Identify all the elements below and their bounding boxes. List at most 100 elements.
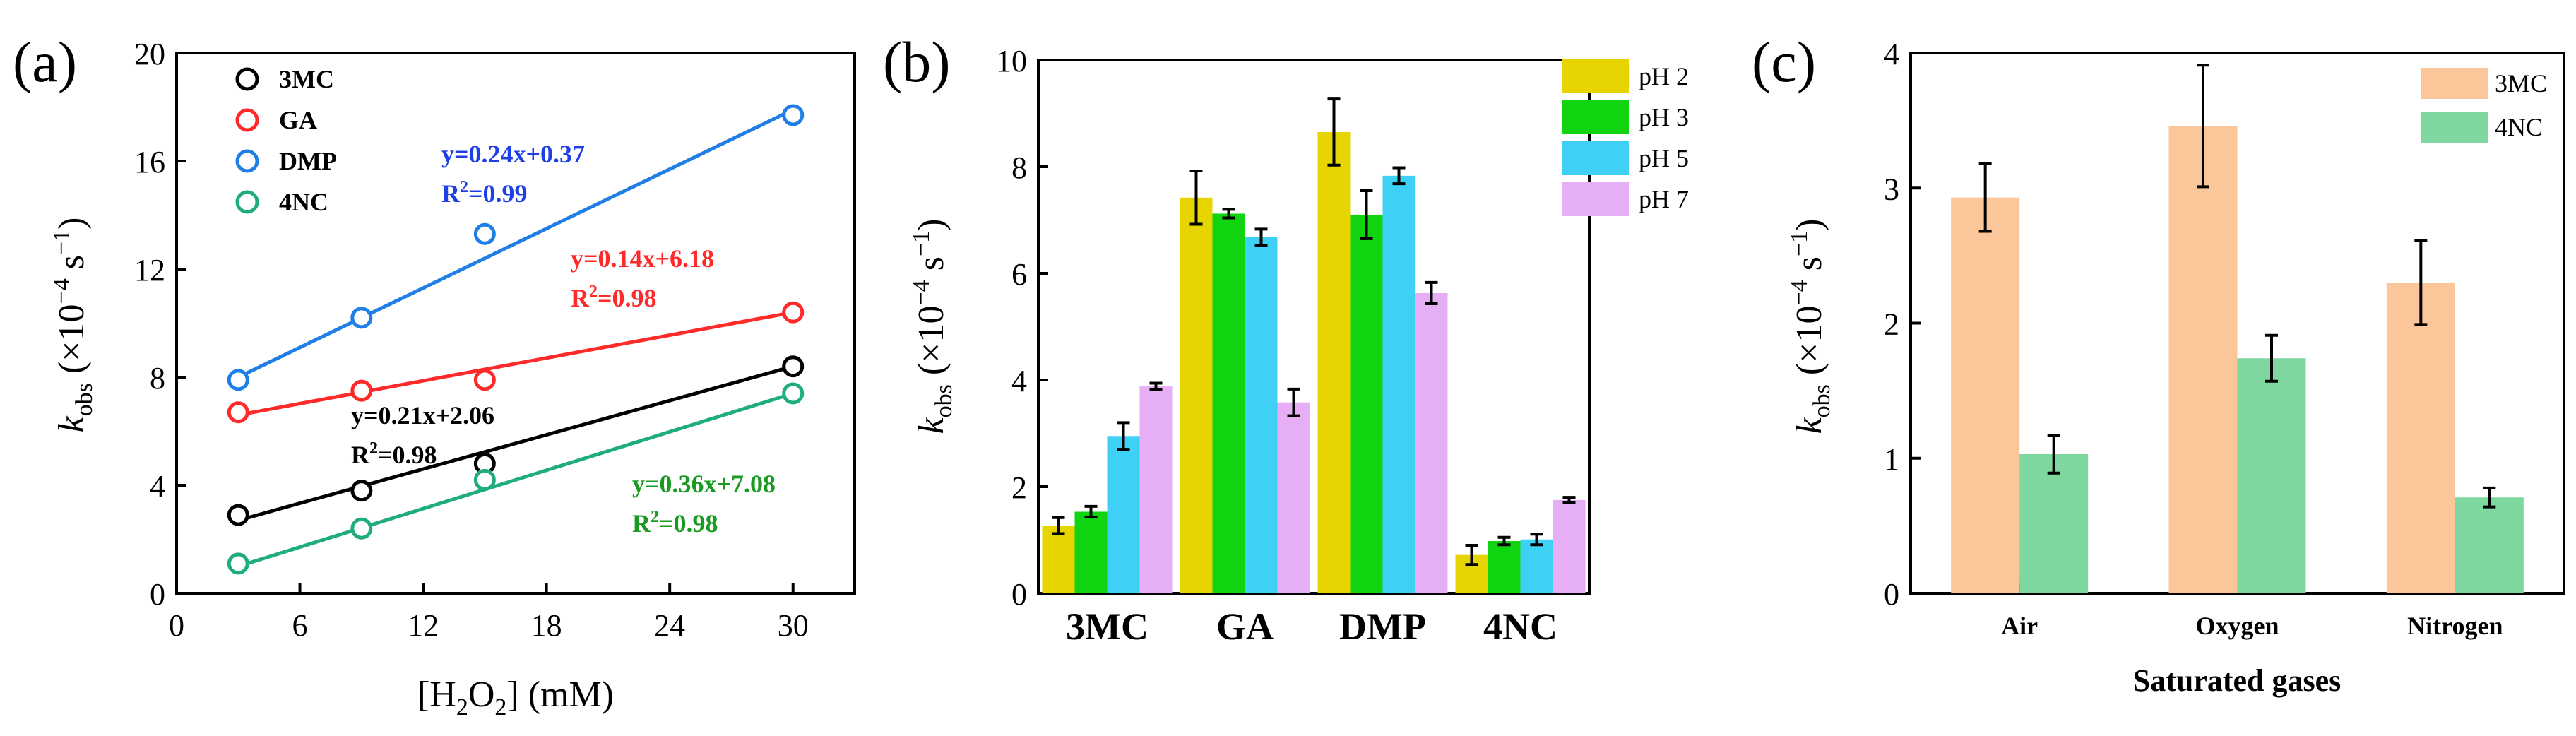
y-tick-label-b: 6	[1011, 257, 1027, 292]
x-tick-label-b: DMP	[1339, 605, 1426, 648]
legend-marker-3mc	[235, 67, 259, 91]
legend-marker-dmp	[235, 149, 259, 173]
legend-label-ga: GA	[279, 106, 317, 134]
legend-a: 3MC GA DMP 4NC	[235, 65, 337, 216]
legend-b: pH 2 pH 3 pH 5 pH 7	[1562, 59, 1689, 216]
error-bar-4nc-ph-7	[1562, 496, 1576, 504]
y-tick-label-c: 4	[1884, 37, 1899, 71]
error-bar-4nc-ph-5	[1530, 533, 1543, 547]
x-tick-label-b: GA	[1216, 605, 1274, 648]
bar-nitrogen-4nc	[2455, 497, 2524, 593]
error-bar-4nc-ph-3	[1497, 535, 1511, 547]
data-point-dmp	[227, 369, 249, 391]
error-bar-nitrogen-3mc	[2414, 239, 2428, 326]
y-tick-label-a: 4	[150, 469, 165, 504]
bar-dmp-ph-5	[1382, 175, 1415, 593]
error-bar-oxygen-3mc	[2197, 64, 2209, 189]
panel-label-b: (b)	[883, 30, 951, 94]
legend-label-3mc-c: 3MC	[2495, 69, 2547, 97]
legend-marker-4nc	[235, 190, 259, 214]
data-point-4nc	[473, 468, 496, 491]
y-tick-label-c: 0	[1884, 577, 1899, 612]
bar-ga-ph-5	[1245, 237, 1278, 593]
error-bar-air-3mc	[1978, 162, 1992, 233]
legend-swatch-4nc-c	[2421, 112, 2488, 143]
error-bar-ga-ph-2	[1189, 170, 1203, 226]
legend-label-ph7: pH 7	[1639, 185, 1689, 213]
bar-3mc-ph-7	[1139, 386, 1173, 593]
error-bar-dmp-ph-7	[1425, 280, 1438, 306]
y-tick-label-c: 1	[1884, 442, 1899, 477]
fit-line-dmp	[237, 108, 794, 379]
bar-3mc-ph-5	[1107, 436, 1140, 593]
error-bar-3mc-ph-3	[1084, 504, 1098, 519]
x-tick-label-a: 18	[531, 608, 562, 643]
y-tick-label-c: 2	[1884, 307, 1899, 342]
data-point-dmp	[782, 104, 805, 126]
error-bar-dmp-ph-3	[1360, 189, 1373, 240]
data-point-4nc	[350, 517, 373, 540]
error-bar-oxygen-4nc	[2265, 333, 2278, 383]
error-bar-3mc-ph-2	[1052, 516, 1065, 535]
legend-label-4nc-c: 4NC	[2495, 113, 2543, 141]
x-tick-label-c: Air	[2001, 612, 2038, 640]
bar-nitrogen-3mc	[2386, 283, 2455, 593]
axes-b: 0 2 4 6 8 10 3MC GA DMP 4NC	[996, 44, 1557, 648]
x-tick-label-a: 6	[292, 608, 308, 643]
bar-ga-ph-7	[1277, 402, 1310, 593]
panel-b: (b) 0 2 4 6 8 10 3MC GA DMP 4NC pH 2 pH 3 pH 5 pH…	[883, 30, 1689, 648]
y-tick-label-b: 10	[996, 44, 1027, 78]
legend-label-ph3: pH 3	[1639, 103, 1689, 131]
legend-swatch-ph3	[1562, 100, 1629, 134]
bar-ga-ph-2	[1180, 197, 1213, 593]
y-tick-label-a: 12	[134, 253, 165, 287]
y-tick-label-b: 8	[1011, 150, 1027, 185]
legend-label-dmp: DMP	[279, 147, 337, 175]
data-point-ga	[350, 379, 373, 402]
y-axis-title-c: kobs (×10−4 s−1)	[1786, 219, 1835, 434]
bar-dmp-ph-3	[1350, 214, 1383, 593]
error-bar-3mc-ph-5	[1117, 421, 1130, 451]
bar-3mc-ph-3	[1074, 511, 1108, 593]
bar-ga-ph-3	[1212, 213, 1245, 593]
fit-eq-4nc: y=0.36x+7.08	[632, 470, 776, 498]
y-tick-label-b: 2	[1011, 470, 1027, 505]
bar-4nc-ph-3	[1488, 541, 1521, 593]
axes-a: 0 6 12 18 24 30 0 4 8 12 16 20	[134, 37, 809, 643]
error-bar-dmp-ph-5	[1392, 166, 1406, 186]
x-tick-label-a: 12	[408, 608, 439, 643]
error-bar-ga-ph-3	[1222, 208, 1235, 220]
legend-swatch-3mc-c	[2421, 68, 2488, 99]
data-point-3mc	[782, 355, 805, 378]
legend-label-4nc: 4NC	[279, 188, 328, 216]
legend-c: 3MC 4NC	[2421, 68, 2547, 143]
error-bar-nitrogen-4nc	[2483, 486, 2496, 509]
fit-eq-3mc: y=0.21x+2.06	[351, 401, 494, 429]
y-axis-title-a: kobs (×10−4 s−1)	[49, 218, 97, 433]
legend-swatch-ph7	[1562, 182, 1629, 216]
y-tick-label-a: 8	[150, 361, 165, 396]
bar-oxygen-3mc	[2168, 126, 2238, 593]
error-bar-3mc-ph-7	[1149, 381, 1163, 391]
bar-dmp-ph-2	[1317, 131, 1351, 594]
fit-annotations-a: y=0.24x+0.37 R2=0.99 y=0.14x+6.18 R2=0.9…	[351, 140, 776, 538]
y-tick-label-a: 16	[134, 145, 165, 179]
fit-eq-ga: y=0.14x+6.18	[571, 244, 714, 273]
plot-frame-a	[175, 52, 856, 595]
x-axis-title-a: [H2O2] (mM)	[417, 675, 614, 720]
y-tick-label-c: 3	[1884, 172, 1899, 206]
y-tick-label-a: 20	[134, 37, 165, 71]
legend-label-ph5: pH 5	[1639, 144, 1689, 172]
fit-line-4nc	[237, 391, 794, 569]
fit-r2-dmp: R2=0.99	[441, 178, 528, 208]
fit-eq-dmp: y=0.24x+0.37	[441, 140, 585, 168]
fit-line-ga	[237, 310, 794, 417]
bar-3mc-ph-2	[1042, 526, 1075, 593]
panel-label-c: (c)	[1752, 30, 1816, 94]
bar-4nc-ph-5	[1520, 539, 1553, 593]
bars-b	[1042, 97, 1586, 594]
panel-label-a: (a)	[13, 30, 77, 94]
x-tick-label-c: Oxygen	[2195, 612, 2279, 640]
axes-c: 0 1 2 3 4 Air Oxygen Nitrogen	[1884, 37, 2503, 640]
